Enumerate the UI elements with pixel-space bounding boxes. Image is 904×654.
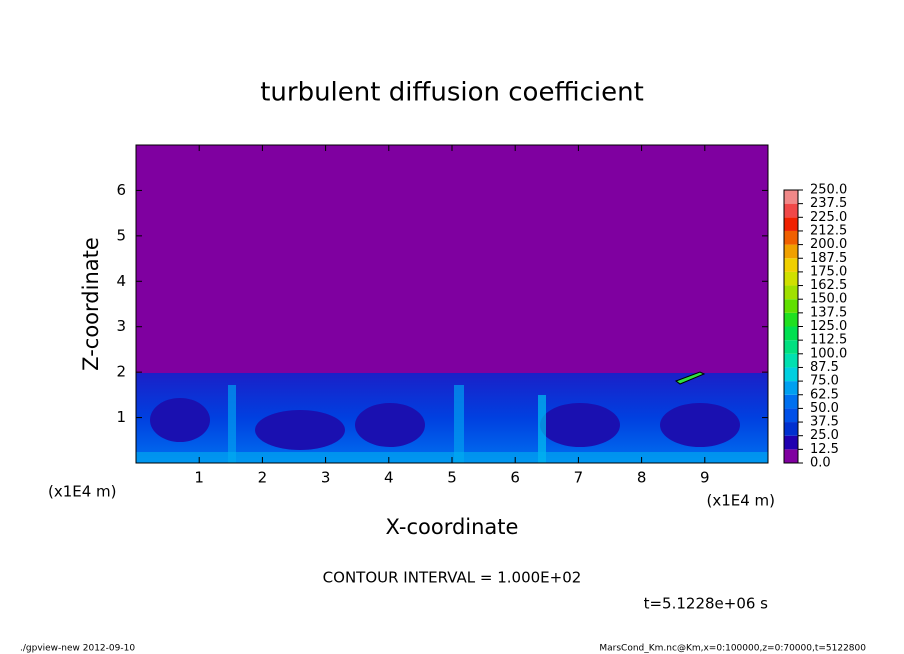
contour-interval: CONTOUR INTERVAL = 1.000E+02: [323, 569, 582, 587]
colorbar-segment: [784, 299, 798, 313]
colorbar-segment: [784, 367, 798, 382]
y-tick-label: 4: [116, 272, 126, 290]
colorbar-label: 0.0: [810, 456, 831, 471]
colorbar-segment: [784, 353, 798, 368]
colorbar-segment: [784, 435, 798, 450]
x-unit: (x1E4 m): [706, 492, 775, 510]
x-tick-label: 8: [637, 469, 647, 487]
colorbar-segment: [784, 285, 798, 300]
x-tick-label: 5: [447, 469, 457, 487]
y-tick-label: 2: [116, 363, 126, 381]
x-tick-label: 2: [258, 469, 268, 487]
colorbar-label: 162.5: [810, 278, 847, 293]
colorbar-label: 150.0: [810, 292, 847, 307]
colorbar-segment: [784, 271, 798, 286]
chart-title: turbulent diffusion coefficient: [260, 78, 644, 108]
footer-right: MarsCond_Km.nc@Km,x=0:100000,z=0:70000,t…: [599, 644, 866, 654]
footer-left: ./gpview-new 2012-09-10: [20, 644, 135, 654]
colorbar-label: 25.0: [810, 428, 839, 443]
y-unit: (x1E4 m): [48, 483, 117, 501]
colorbar-label: 125.0: [810, 319, 847, 334]
colorbar-segment: [784, 244, 798, 259]
colorbar-segment: [784, 394, 798, 409]
x-tick-label: 1: [194, 469, 204, 487]
colorbar-segment: [784, 326, 798, 341]
colorbar-segment: [784, 203, 798, 218]
colorbar-segment: [784, 408, 798, 423]
colorbar-label: 175.0: [810, 264, 847, 279]
colorbar-label: 100.0: [810, 346, 847, 361]
x-tick-label: 9: [700, 469, 710, 487]
colorbar-segment: [784, 449, 798, 463]
time-label: t=5.1228e+06 s: [644, 595, 769, 613]
x-axis-label: X-coordinate: [386, 515, 519, 539]
x-tick-label: 4: [384, 469, 394, 487]
colorbar-label: 137.5: [810, 305, 847, 320]
colorbar-segment: [784, 258, 798, 272]
colorbar-label: 112.5: [810, 333, 847, 348]
colorbar-label: 187.5: [810, 251, 847, 266]
colorbar-label: 225.0: [810, 210, 847, 225]
colorbar-label: 212.5: [810, 223, 847, 238]
colorbar-segment: [784, 230, 798, 245]
colorbar-segment: [784, 422, 798, 436]
x-tick-label: 7: [574, 469, 584, 487]
x-tick-label: 6: [510, 469, 520, 487]
colorbar-label: 12.5: [810, 442, 839, 457]
colorbar-label: 250.0: [810, 183, 847, 198]
y-tick-label: 5: [116, 226, 126, 244]
y-tick-label: 3: [116, 317, 126, 335]
colorbar-label: 75.0: [810, 374, 839, 389]
colorbar-segment: [784, 190, 798, 204]
field: [136, 145, 768, 463]
colorbar-segment: [784, 217, 798, 231]
colorbar-segment: [784, 381, 798, 395]
y-tick-label: 1: [116, 408, 126, 426]
colorbar-label: 200.0: [810, 237, 847, 252]
colorbar-label: 87.5: [810, 360, 839, 375]
colorbar-label: 50.0: [810, 401, 839, 416]
y-axis-label: Z-coordinate: [79, 237, 103, 371]
colorbar-segment: [784, 312, 798, 327]
x-tick-label: 3: [321, 469, 331, 487]
y-tick-label: 6: [116, 181, 126, 199]
colorbar-label: 237.5: [810, 196, 847, 211]
colorbar-label: 62.5: [810, 387, 839, 402]
colorbar-segment: [784, 340, 798, 354]
colorbar-label: 37.5: [810, 415, 839, 430]
